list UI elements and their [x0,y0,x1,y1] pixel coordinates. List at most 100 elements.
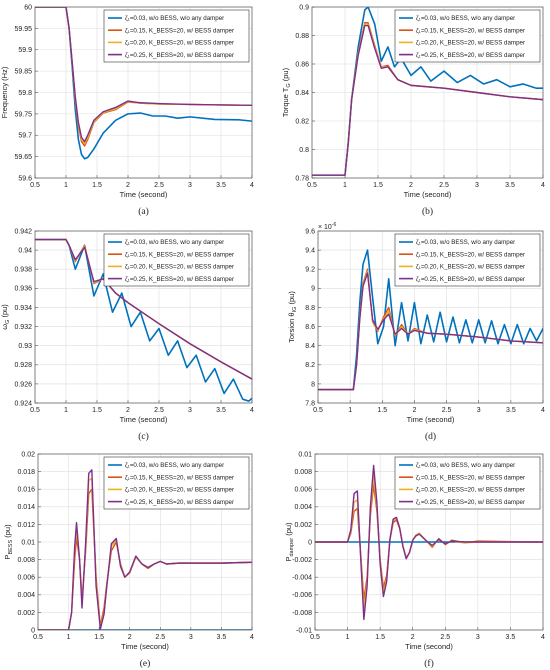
legend-label-3: ζ₁=0.20, K_BESS=20, w/ BESS damper [416,264,525,271]
y-tick-label: 0.82 [295,118,309,125]
legend-label-2: ζ₁=0.15, K_BESS=20, w/ BESS damper [125,474,234,481]
x-axis-label: Time (second) [405,642,453,651]
y-tick-label: 59.85 [14,69,32,76]
series-line-4 [35,7,252,143]
chart-panel-d: 0.5 1 1.5 2 2.5 3 3.5 4 7.8 8 8.2 8.4 8.6 8.8 9 9.2 9.4 9… [287,222,545,442]
y-tick-label: 9.2 [305,267,315,274]
legend-label-2: ζ₁=0.15, K_BESS=20, w/ BESS damper [416,251,525,258]
x-axis-label: Time (second) [407,415,455,424]
x-tick-label: 1 [64,407,68,414]
panel-caption: (d) [425,431,436,442]
x-axis-label: Time (second) [404,190,452,199]
y-tick-label: 0.014 [17,504,35,511]
x-tick-label: 2 [128,634,132,641]
legend-label-1: ζ₁=0.03, w/o BESS, w/o any damper [416,15,515,22]
y-tick-label: 59.65 [14,154,32,161]
y-tick-label: 0.006 [294,487,312,494]
legend-label-3: ζ₁=0.20, K_BESS=20, w/ BESS damper [125,487,234,494]
legend: ζ₁=0.03, w/o BESS, w/o any damper ζ₁=0.15… [103,456,250,510]
y-tick-label: 0.01 [21,539,35,546]
y-axis-label: Frequency (Hz) [0,66,9,118]
x-tick-label: 3 [189,634,193,641]
x-tick-label: 3 [476,634,480,641]
y-tick-label: -0.008 [292,610,312,617]
panel-caption: (f) [424,658,434,669]
legend-label-3: ζ₁=0.20, K_BESS=20, w/ BESS damper [416,40,525,47]
y-tick-label: 0.88 [295,33,309,40]
y-tick-label: 8.8 [305,305,315,312]
y-tick-label: 0.004 [17,592,35,599]
x-tick-label: 1.5 [94,634,104,641]
x-tick-label: 4 [541,182,545,189]
y-tick-label: 7.8 [305,400,315,407]
y-tick-label: 59.8 [18,90,32,97]
legend-label-4: ζ₁=0.25, K_BESS=20, w/ BESS damper [416,499,525,506]
x-tick-label: 1 [348,407,352,414]
y-tick-label: -0.006 [292,592,312,599]
y-tick-label: 0.008 [294,469,312,476]
y-axis-label: Torsion θIG (pu) [287,291,298,343]
chart-panel-b: 0.5 1 1.5 2 2.5 3 3.5 4 0.78 0.8 0.82 0.84 0.86 0.88 0… [281,4,545,217]
chart-panel-c: 0.5 1 1.5 2 2.5 3 3.5 4 0.924 0.926 0.928 0.93 0.932… [0,228,254,442]
y-tick-label: 0.01 [298,451,312,458]
y-tick-label: 0.94 [18,248,32,255]
y-tick-label: -0.002 [292,557,312,564]
y-tick-label: 8.4 [305,343,315,350]
y-axis-label: PBESS (pu) [3,524,14,560]
panel-caption: (e) [140,658,151,669]
y-tick-label: -0.01 [296,627,312,634]
y-tick-label: 0.86 [295,61,309,68]
y-tick-label: 0.016 [17,487,35,494]
y-tick-label: 59.9 [18,47,32,54]
legend-label-4: ζ₁=0.25, K_BESS=20, w/ BESS damper [125,499,234,506]
y-tick-label: 0.9 [299,4,309,11]
y-axis-label: Pdamper (pu) [284,522,295,562]
x-tick-label: 0.5 [30,407,40,414]
y-tick-label: 59.6 [18,175,32,182]
legend-label-1: ζ₁=0.03, w/o BESS, w/o any damper [125,15,224,22]
legend-label-3: ζ₁=0.20, K_BESS=20, w/ BESS damper [125,264,234,271]
y-tick-label: 0.938 [14,267,32,274]
y-tick-label: 0.02 [21,451,35,458]
y-tick-label: 9.6 [305,228,315,235]
y-tick-label: 0.018 [17,469,35,476]
legend-label-3: ζ₁=0.20, K_BESS=20, w/ BESS damper [416,487,525,494]
y-tick-label: 8 [311,381,315,388]
legend-label-4: ζ₁=0.25, K_BESS=20, w/ BESS damper [125,52,234,59]
y-tick-label: 0.932 [14,324,32,331]
y-tick-label: 60 [24,4,32,11]
legend-box [103,233,250,287]
legend-label-4: ζ₁=0.25, K_BESS=20, w/ BESS damper [416,276,525,283]
x-tick-label: 1.5 [92,407,102,414]
y-tick-label: 0.008 [17,557,35,564]
x-tick-label: 0.5 [33,634,43,641]
chart-panel-e: 0.5 1 1.5 2 2.5 3 3.5 4 0 0.002 0.004 0.006 0.008 0.0… [3,451,254,669]
legend-box [394,233,541,287]
x-tick-label: 2.5 [440,634,450,641]
y-tick-label: 0.93 [18,343,32,350]
x-tick-label: 1.5 [375,634,385,641]
x-tick-label: 2.5 [442,407,452,414]
legend-label-1: ζ₁=0.03, w/o BESS, w/o any damper [416,239,515,246]
y-tick-label: 8.2 [305,362,315,369]
x-tick-label: 2.5 [155,634,165,641]
legend-label-4: ζ₁=0.25, K_BESS=20, w/ BESS damper [416,52,525,59]
y-tick-label: 59.95 [14,26,32,33]
y-tick-label: 59.7 [18,133,32,140]
y-tick-label: 0 [308,539,312,546]
chart-panel-a: 0.5 1 1.5 2 2.5 3 3.5 4 59.6 59.65 59.7 59.75 59.8 59… [0,4,254,217]
x-tick-label: 2 [126,182,130,189]
legend-label-2: ζ₁=0.15, K_BESS=20, w/ BESS damper [125,27,234,34]
x-tick-label: 2.5 [154,182,164,189]
x-tick-label: 1 [64,182,68,189]
y-tick-label: -0.004 [292,575,312,582]
x-axis-label: Time (second) [120,190,168,199]
axes-box [34,230,253,404]
legend-label-1: ζ₁=0.03, w/o BESS, w/o any damper [125,462,224,469]
x-tick-label: 2.5 [154,407,164,414]
panel-caption: (a) [138,206,149,217]
exponent-label: × 10-6 [318,222,336,231]
legend-box [394,9,541,63]
y-tick-label: 0.926 [14,381,32,388]
